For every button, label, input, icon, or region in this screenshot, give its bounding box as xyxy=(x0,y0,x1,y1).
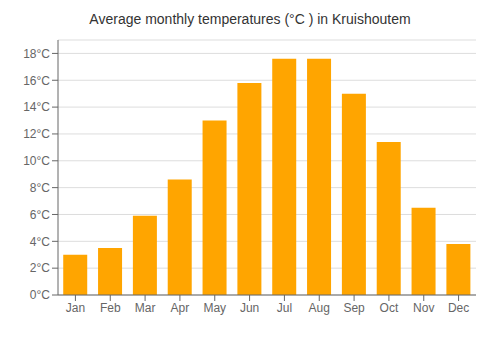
html-text:Average monthly temperatures (: Average monthly temperatures (°C ) in Kr… xyxy=(89,11,411,27)
svg-text:Jun: Jun xyxy=(240,301,259,315)
svg-text:Feb: Feb xyxy=(100,301,121,315)
svg-text:Apr: Apr xyxy=(171,301,190,315)
svg-text:May: May xyxy=(203,301,226,315)
svg-text:10°C: 10°C xyxy=(23,154,50,168)
svg-text:12°C: 12°C xyxy=(23,127,50,141)
svg-text:0°C: 0°C xyxy=(30,288,50,302)
svg-text:6°C: 6°C xyxy=(30,208,50,222)
svg-text:8°C: 8°C xyxy=(30,181,50,195)
svg-text:Nov: Nov xyxy=(413,301,434,315)
svg-text:Oct: Oct xyxy=(380,301,399,315)
svg-text:Mar: Mar xyxy=(135,301,156,315)
svg-text:4°C: 4°C xyxy=(30,235,50,249)
svg-text:2°C: 2°C xyxy=(30,261,50,275)
svg-text:Sep: Sep xyxy=(343,301,365,315)
svg-text:16°C: 16°C xyxy=(23,74,50,88)
svg-text:18°C: 18°C xyxy=(23,47,50,61)
svg-text:Dec: Dec xyxy=(448,301,469,315)
svg-text:Jan: Jan xyxy=(66,301,85,315)
svg-text:Aug: Aug xyxy=(309,301,330,315)
svg-text:Jul: Jul xyxy=(277,301,292,315)
svg-text:14°C: 14°C xyxy=(23,100,50,114)
